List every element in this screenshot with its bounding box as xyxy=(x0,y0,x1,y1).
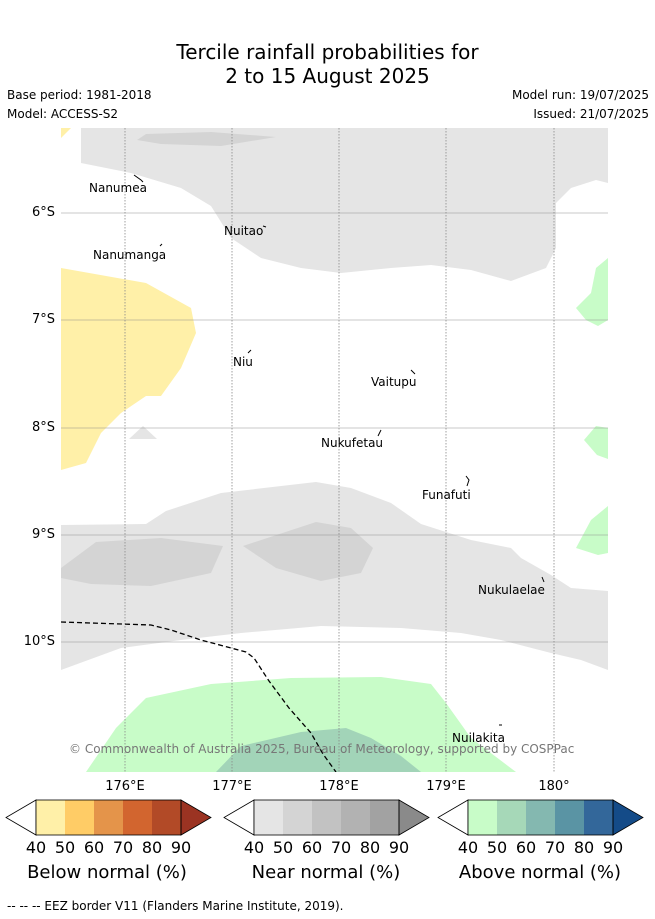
near-normal-darker-south-west xyxy=(61,538,223,586)
colorbar-below-tick-label: 90 xyxy=(170,838,192,857)
colorbar-below-segment xyxy=(152,800,181,835)
copyright-notice: © Commonwealth of Australia 2025, Bureau… xyxy=(69,742,575,756)
above-normal-east-patch-3 xyxy=(576,506,608,555)
colorbar-below-tick-label: 60 xyxy=(83,838,105,857)
lon-label-178e: 178°E xyxy=(319,779,359,794)
colorbar-below-segment xyxy=(36,800,65,835)
colorbar-above-segment xyxy=(468,800,497,835)
colorbar-near-tick-label: 40 xyxy=(243,838,265,857)
colorbar-above-segment xyxy=(555,800,584,835)
island-label-nanumanga: Nanumanga xyxy=(93,248,167,262)
colorbar-near-max-arrow xyxy=(398,799,430,836)
eez-border xyxy=(61,621,337,772)
near-normal-darker-south-centre xyxy=(243,522,373,581)
colorbar-near-min-arrow xyxy=(223,799,255,836)
title-line-2: 2 to 15 August 2025 xyxy=(225,64,430,88)
island-label-nukulaelae: Nukulaelae xyxy=(478,583,545,597)
colorbar-near-segment xyxy=(283,800,312,835)
colorbar-above-tick-label: 60 xyxy=(515,838,537,857)
above-normal-east-patch-2 xyxy=(584,426,608,459)
island-label-nuitao: Nuitao xyxy=(224,224,264,238)
colorbar-above-segment xyxy=(584,800,613,835)
colorbar-below-normal xyxy=(5,799,212,836)
colorbar-below-segment xyxy=(94,800,123,835)
lat-label-10s: 10°S xyxy=(23,634,55,649)
colorbar-near-tick-label: 50 xyxy=(272,838,294,857)
above-normal-east-patch-1 xyxy=(576,258,608,326)
colorbar-above-tick-label: 80 xyxy=(573,838,595,857)
colorbar-above-outline xyxy=(467,799,614,836)
colorbar-near-segment xyxy=(312,800,341,835)
colorbar-title-near: Near normal (%) xyxy=(251,862,401,883)
below-normal-region-west xyxy=(61,268,196,470)
title-line-1: Tercile rainfall probabilities for xyxy=(176,40,479,64)
island-label-vaitupu: Vaitupu xyxy=(371,375,417,389)
probability-map xyxy=(61,128,608,772)
colorbar-above-max-arrow xyxy=(612,799,644,836)
lon-label-177e: 177°E xyxy=(212,779,252,794)
map-gridlines xyxy=(61,128,608,772)
below-normal-corner xyxy=(61,128,71,138)
colorbar-above-tick-label: 90 xyxy=(602,838,624,857)
colorbar-below-tick-label: 70 xyxy=(112,838,134,857)
lon-label-180: 180° xyxy=(538,779,570,794)
colorbar-near-outline xyxy=(253,799,400,836)
lon-label-179e: 179°E xyxy=(426,779,466,794)
island-label-nukufetau: Nukufetau xyxy=(321,436,384,450)
near-normal-darker-north xyxy=(137,132,276,146)
colorbar-near-segment xyxy=(370,800,399,835)
lat-label-9s: 9°S xyxy=(31,527,55,542)
colorbar-near-tick-label: 80 xyxy=(359,838,381,857)
map-title: Tercile rainfall probabilities for 2 to … xyxy=(0,40,655,88)
colorbar-below-tick-label: 50 xyxy=(54,838,76,857)
colorbar-near-tick-label: 70 xyxy=(330,838,352,857)
colorbar-below-max-arrow xyxy=(180,799,212,836)
colorbar-above-tick-label: 50 xyxy=(486,838,508,857)
lat-label-7s: 7°S xyxy=(31,312,55,327)
colorbar-above-tick-label: 40 xyxy=(457,838,479,857)
near-normal-small-patch xyxy=(129,426,157,439)
island-label-nanumea: Nanumea xyxy=(89,181,147,195)
colorbar-above-min-arrow xyxy=(437,799,469,836)
lon-label-176e: 176°E xyxy=(105,779,145,794)
colorbar-below-tick-label: 80 xyxy=(141,838,163,857)
colorbar-below-tick-label: 40 xyxy=(25,838,47,857)
colorbar-below-outline xyxy=(35,799,182,836)
near-normal-region-north xyxy=(81,128,608,281)
colorbar-above-tick-label: 70 xyxy=(544,838,566,857)
colorbar-title-below: Below normal (%) xyxy=(27,862,187,883)
island-outlines xyxy=(133,174,545,726)
base-period: Base period: 1981-2018 xyxy=(7,88,152,102)
island-label-funafuti: Funafuti xyxy=(422,488,471,502)
above-normal-50-region xyxy=(216,728,421,772)
colorbar-near-tick-label: 90 xyxy=(388,838,410,857)
colorbar-above-segment xyxy=(526,800,555,835)
colorbar-below-segment xyxy=(65,800,94,835)
island-label-nuilakita: Nuilakita xyxy=(452,731,505,745)
colorbar-above-normal xyxy=(437,799,644,836)
island-label-niu: Niu xyxy=(233,355,253,369)
above-normal-region-south xyxy=(86,677,516,772)
colorbar-below-segment xyxy=(123,800,152,835)
colorbar-near-tick-label: 60 xyxy=(301,838,323,857)
colorbars xyxy=(5,799,644,836)
colorbar-above-segment xyxy=(497,800,526,835)
issued-date: Issued: 21/07/2025 xyxy=(533,107,649,121)
model-name: Model: ACCESS-S2 xyxy=(7,107,119,121)
lat-label-6s: 6°S xyxy=(31,205,55,220)
colorbar-title-above: Above normal (%) xyxy=(458,862,622,883)
eez-footer-note: -- -- -- EEZ border V11 (Flanders Marine… xyxy=(7,899,344,913)
colorbar-near-normal xyxy=(223,799,430,836)
lat-label-8s: 8°S xyxy=(31,420,55,435)
colorbar-below-min-arrow xyxy=(5,799,37,836)
colorbar-near-segment xyxy=(254,800,283,835)
model-run: Model run: 19/07/2025 xyxy=(511,88,649,102)
colorbar-near-segment xyxy=(341,800,370,835)
